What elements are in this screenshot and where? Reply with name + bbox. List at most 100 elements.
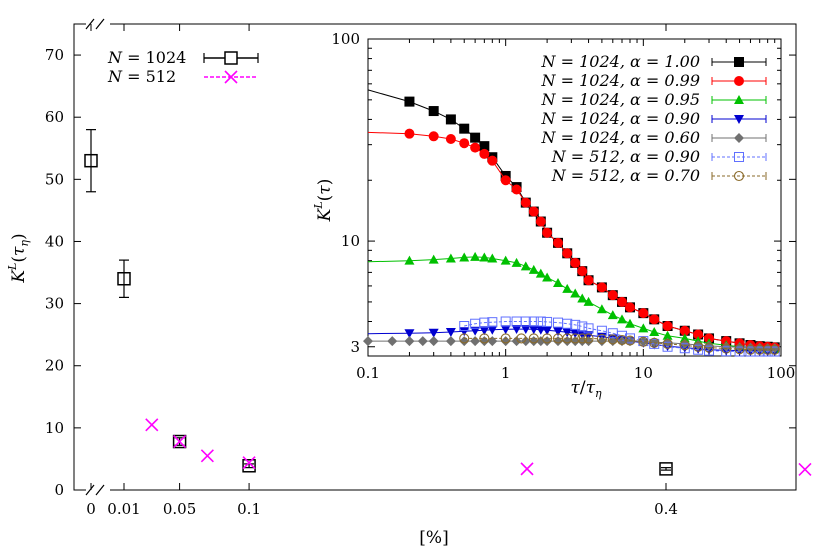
main-point-n1024 — [84, 153, 98, 168]
inset-point — [428, 328, 439, 338]
inset-point — [693, 344, 704, 355]
inset-point — [617, 296, 628, 307]
inset-point — [500, 333, 511, 344]
inset-x-axis-label: τ/τη — [570, 378, 602, 400]
inset-point — [535, 216, 546, 227]
inset-point — [596, 282, 607, 293]
main-point-n512 — [173, 434, 187, 449]
inset-point — [596, 333, 607, 344]
inset-point — [596, 304, 607, 314]
inset-point — [500, 316, 511, 327]
inset-point — [649, 326, 660, 336]
inset-point — [570, 333, 581, 344]
inset-point — [459, 321, 470, 332]
inset-point — [662, 338, 673, 349]
inset-point — [470, 142, 481, 153]
inset-point — [638, 336, 649, 347]
inset-point — [638, 323, 649, 333]
inset-point — [428, 254, 439, 264]
main-y-tick-label: 20 — [45, 357, 64, 375]
inset-series-1 — [367, 128, 780, 353]
inset-point — [754, 344, 765, 355]
inset-point — [570, 319, 581, 330]
inset-point — [577, 293, 588, 303]
inset-point — [762, 344, 773, 355]
main-y-tick-label: 0 — [54, 481, 64, 499]
inset-point — [562, 318, 573, 329]
inset-point — [553, 278, 564, 288]
inset-point — [553, 237, 564, 248]
inset-point — [662, 321, 673, 332]
inset-point — [470, 251, 481, 261]
inset-point — [500, 175, 511, 186]
inset-point — [721, 346, 732, 357]
main-point-n512 — [798, 462, 812, 477]
axis-break-mark — [95, 484, 105, 496]
inset-point — [583, 296, 594, 306]
inset-point — [624, 318, 635, 328]
inset-plot: 0.1 1 10 100 3 10 100 KL(τ) τ/τη N = 1024, α =… — [312, 30, 795, 400]
main-point-n1024 — [172, 434, 187, 449]
inset-point — [363, 336, 373, 347]
inset-point — [662, 341, 673, 352]
inset-point — [500, 255, 511, 265]
inset-point — [479, 141, 490, 152]
main-y-tick-label: 70 — [45, 46, 64, 64]
inset-point — [520, 325, 531, 335]
inset-point — [528, 325, 539, 335]
inset-point — [693, 341, 704, 352]
inset-point — [679, 333, 690, 343]
inset-point — [520, 316, 531, 327]
inset-point — [562, 328, 573, 338]
inset-point — [511, 184, 522, 195]
inset-point — [703, 342, 715, 353]
inset-point — [528, 316, 539, 327]
inset-x-tick-label: 0.1 — [356, 364, 380, 382]
inset-legend-label: N = 1024, α = 0.95 — [541, 90, 700, 109]
main-y-tick-label: 10 — [45, 419, 64, 437]
inset-x-tick-label: 1 — [501, 364, 511, 382]
inset-legend-label: N = 512, α = 0.70 — [551, 166, 700, 185]
inset-point — [535, 268, 546, 278]
inset-x-tick-label: 100 — [767, 364, 796, 382]
inset-point — [607, 290, 618, 301]
legend-label-n1024: N = 1024 — [107, 48, 186, 67]
inset-point — [624, 335, 636, 346]
main-point-n512 — [242, 456, 256, 470]
main-plot-frame — [73, 23, 797, 491]
inset-point — [511, 325, 522, 335]
inset-point — [596, 325, 607, 336]
inset-point — [404, 255, 415, 265]
inset-point — [459, 138, 470, 149]
main-legend: N = 1024 N = 512 — [107, 48, 259, 86]
inset-point — [459, 252, 470, 262]
inset-point — [387, 336, 398, 347]
inset-point — [470, 132, 481, 143]
legend-marker-open-square — [224, 51, 238, 65]
inset-point — [428, 106, 439, 117]
inset-point — [470, 326, 481, 336]
inset-point — [577, 333, 588, 344]
inset-point — [562, 333, 573, 344]
inset-point — [638, 308, 649, 319]
inset-point — [649, 314, 660, 325]
inset-point — [583, 331, 594, 341]
inset-legend-label: N = 1024, α = 1.00 — [541, 52, 700, 71]
inset-point — [583, 323, 594, 334]
inset-point — [721, 343, 732, 354]
inset-legend-marker — [734, 152, 744, 162]
axis-break-gap-bottom — [86, 486, 110, 494]
inset-point — [516, 333, 527, 344]
inset-point — [445, 114, 456, 125]
inset-point — [487, 155, 498, 166]
inset-point — [542, 333, 553, 344]
inset-point — [542, 227, 553, 238]
inset-legend-marker — [733, 170, 745, 182]
inset-point — [577, 266, 588, 277]
main-point-n512 — [200, 449, 214, 463]
inset-background — [368, 39, 781, 356]
inset-point — [607, 310, 618, 320]
inset-point — [679, 340, 690, 351]
main-x-tick-label: 0.1 — [237, 500, 261, 518]
